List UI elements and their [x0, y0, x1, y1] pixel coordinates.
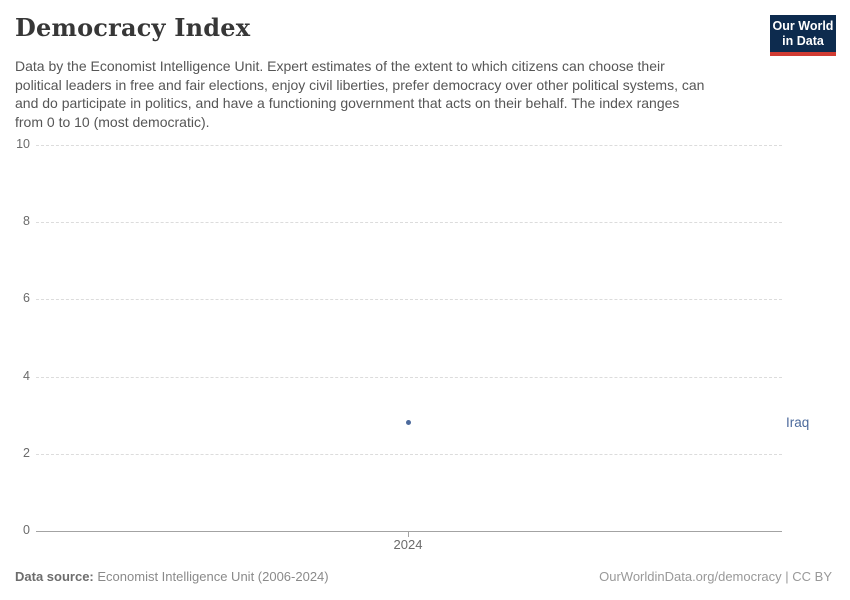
- owid-logo-line2: in Data: [782, 34, 824, 48]
- entity-label-iraq[interactable]: Iraq: [786, 414, 810, 430]
- data-source-label: Data source:: [15, 569, 94, 584]
- y-axis-tick-label: 6: [23, 291, 30, 306]
- data-source-value: Economist Intelligence Unit (2006-2024): [97, 569, 329, 584]
- y-gridline: [36, 453, 782, 455]
- y-gridline: [36, 222, 782, 224]
- y-axis-tick-label: 10: [16, 137, 30, 151]
- subtitle-line: and do participate in politics, and have…: [15, 95, 680, 112]
- subtitle-line: from 0 to 10 (most democratic).: [15, 113, 210, 130]
- data-source-note: Data source: Economist Intelligence Unit…: [15, 569, 329, 584]
- subtitle-line: political leaders in free and fair elect…: [15, 76, 705, 93]
- x-axis-tick-label: 2024: [393, 537, 423, 552]
- y-axis-tick-label: 4: [23, 368, 30, 383]
- chart-subtitle: Data by the Economist Intelligence Unit.…: [15, 57, 760, 131]
- y-axis-tick-label: 8: [23, 214, 30, 229]
- y-axis-tick-label: 2: [23, 445, 30, 460]
- owid-logo[interactable]: Our World in Data: [770, 15, 836, 56]
- owid-logo-line1: Our World: [772, 19, 834, 33]
- subtitle-line: Data by the Economist Intelligence Unit.…: [15, 58, 665, 74]
- y-gridline: [36, 376, 782, 378]
- data-point-iraq[interactable]: [406, 420, 411, 426]
- y-gridline: [36, 145, 782, 146]
- x-axis-tick-mark: [408, 531, 409, 537]
- x-axis-line: [36, 531, 782, 532]
- page-title: Democracy Index: [15, 13, 251, 42]
- credit-link[interactable]: OurWorldinData.org/democracy | CC BY: [599, 569, 832, 584]
- y-gridline: [36, 299, 782, 301]
- y-axis-tick-label: 0: [23, 523, 30, 537]
